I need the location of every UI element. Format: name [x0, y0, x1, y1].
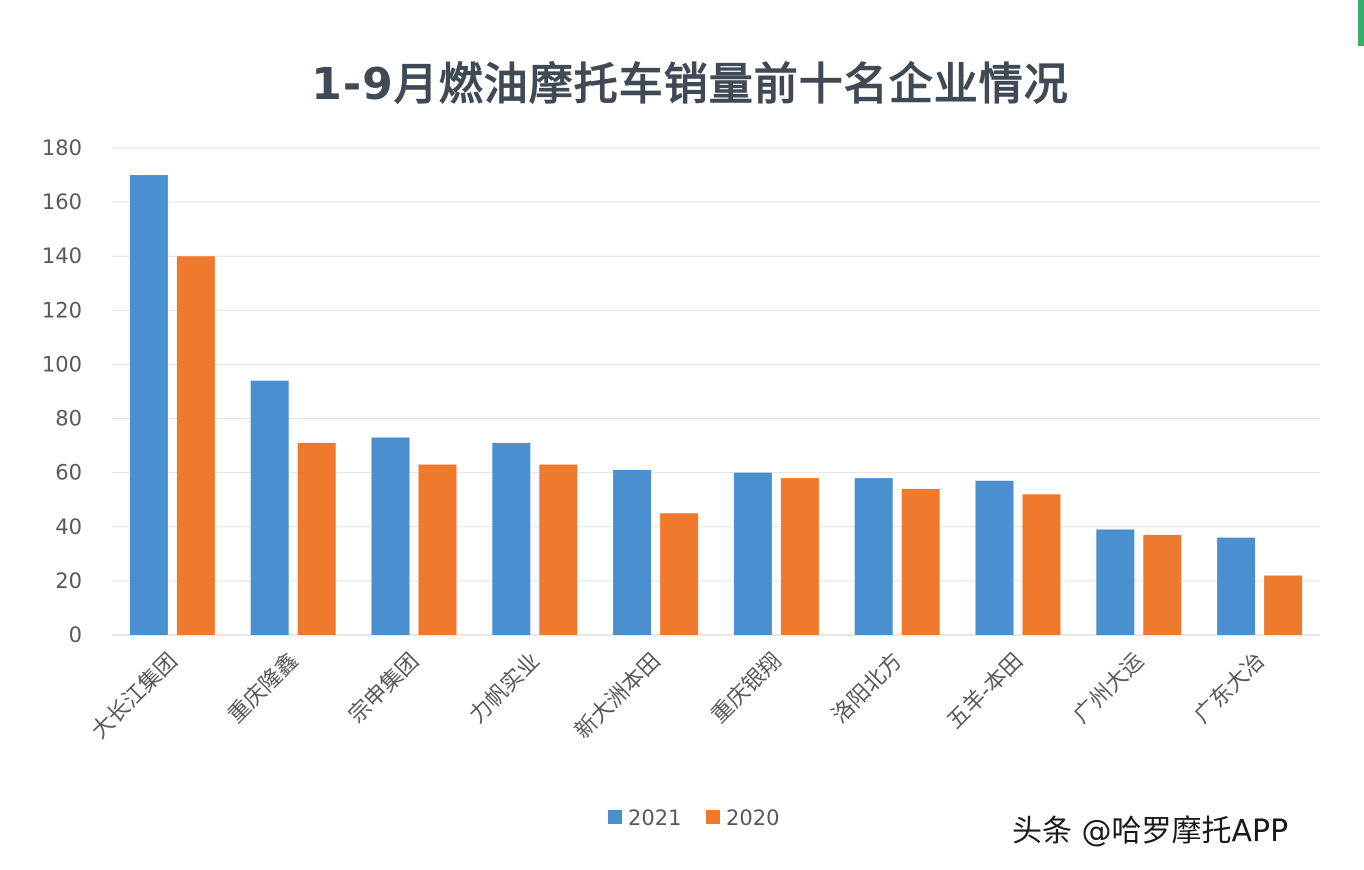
bar-2021 [492, 442, 531, 635]
y-tick-label: 60 [55, 461, 82, 485]
bar-2020 [660, 513, 699, 635]
y-tick-label: 140 [42, 244, 82, 268]
bar-2021 [250, 380, 289, 635]
bar-2021 [733, 472, 772, 635]
bar-2020 [1264, 575, 1303, 635]
x-category-label: 五羊-本田 [943, 649, 1029, 735]
y-tick-label: 20 [55, 569, 82, 593]
edge-accent [1358, 0, 1364, 46]
watermark-text: 头条 @哈罗摩托APP [1012, 814, 1289, 849]
bar-2020 [901, 488, 940, 635]
x-category-label: 力帆实业 [465, 649, 545, 729]
y-tick-label: 40 [55, 515, 82, 539]
x-category-label: 广州大运 [1069, 649, 1149, 729]
y-tick-label: 100 [42, 352, 82, 376]
bar-2021 [854, 478, 893, 635]
x-category-label: 新大洲本田 [570, 649, 665, 744]
bar-2020 [780, 478, 819, 635]
bar-2021 [1217, 537, 1256, 635]
y-tick-label: 80 [55, 407, 82, 431]
x-category-label: 大长江集团 [87, 649, 182, 744]
bars [129, 175, 1303, 636]
gridlines [112, 147, 1320, 636]
x-axis-labels: 大长江集团 重庆隆鑫 宗申集团 力帆实业 新大洲本田 重庆银翔 洛阳北方 五羊-本田 广州大运广… [87, 649, 1270, 744]
x-category-label: 洛阳北方 [828, 649, 908, 729]
bar-2020 [1022, 494, 1061, 635]
bar-2020 [539, 464, 578, 635]
legend-swatch-2020 [706, 810, 720, 824]
legend-label-2020: 2020 [726, 806, 779, 830]
bar-2020 [1143, 534, 1182, 635]
y-tick-label: 0 [69, 623, 82, 647]
legend: 2021 2020 [608, 806, 779, 830]
bar-2021 [371, 437, 410, 635]
x-category-label: 宗申集团 [344, 649, 424, 729]
bar-2020 [176, 256, 215, 635]
bar-2020 [297, 442, 336, 635]
y-tick-label: 120 [42, 298, 82, 322]
bar-2021 [129, 175, 168, 636]
bar-2021 [975, 480, 1014, 635]
legend-swatch-2021 [608, 810, 622, 824]
chart-title: 1-9月燃油摩托车销量前十名企业情况 [311, 59, 1069, 110]
y-tick-label: 180 [42, 136, 82, 160]
x-category-label: 重庆隆鑫 [224, 649, 304, 729]
x-category-label: 重庆银翔 [707, 649, 787, 729]
x-category-label: 广东大冶 [1190, 649, 1270, 729]
bar-2021 [613, 469, 652, 635]
bar-2021 [1096, 529, 1135, 635]
y-axis-ticks: 0 20 40 60 80 100 120 140 160 180 [42, 136, 82, 647]
bar-2020 [418, 464, 457, 635]
legend-label-2021: 2021 [628, 806, 681, 830]
y-tick-label: 160 [42, 190, 82, 214]
